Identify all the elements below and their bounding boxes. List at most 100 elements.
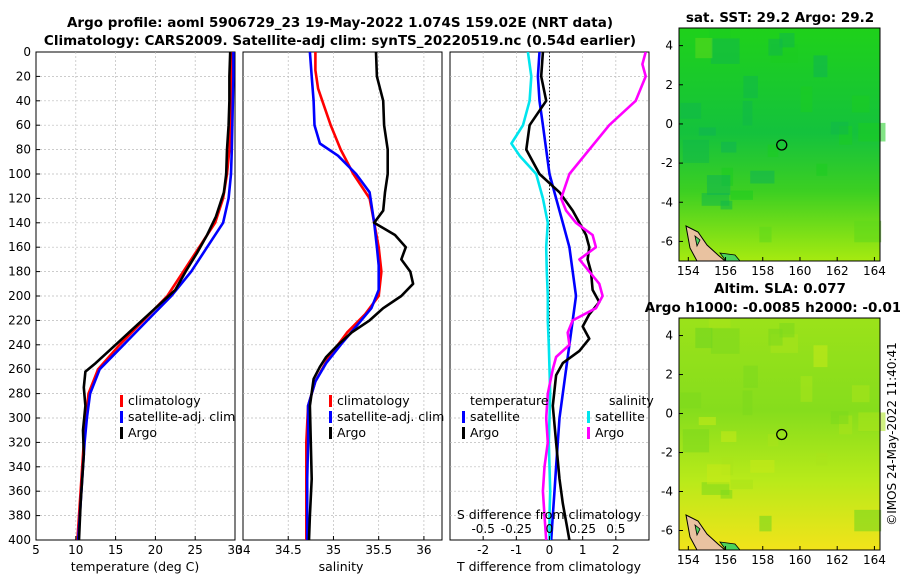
- sst-yticks: 4 2 0 -2 -4 -6: [661, 39, 683, 248]
- map-x-tick-label: 160: [789, 264, 812, 278]
- salinity-xlabel: salinity: [319, 559, 364, 574]
- texture-patch: [800, 86, 813, 113]
- s-tick-label: 0.5: [606, 522, 625, 536]
- legend-swatch-s-satellite: [587, 411, 590, 423]
- map-y-tick-label: -2: [661, 156, 673, 170]
- sst-map: sat. SST: 29.2 Argo: 29.2 154 156 158 160 16…: [661, 10, 886, 278]
- legend-swatch-satellite: [120, 411, 123, 423]
- legend-swatch-climatology: [120, 395, 123, 407]
- map-x-tick-label: 158: [751, 553, 774, 567]
- sla-patches: [680, 318, 886, 532]
- depth-tick-label: 20: [16, 69, 31, 83]
- texture-patch: [730, 190, 753, 200]
- s-tick-label: 0: [546, 522, 554, 536]
- depth-tick-label: 180: [8, 265, 31, 279]
- legend-swatch-climatology: [329, 395, 332, 407]
- s-difference-label: S difference from climatology: [457, 507, 642, 522]
- texture-patch: [710, 38, 740, 64]
- map-x-tick-label: 158: [751, 264, 774, 278]
- depth-tick-label: 200: [8, 289, 31, 303]
- legend-satellite: satellite-adj. clim: [128, 409, 235, 424]
- x-tick-label: 36: [416, 543, 431, 557]
- difference-xticks-top: -0.5 -0.25 0 0.25 0.5: [471, 522, 625, 536]
- texture-patch: [813, 55, 828, 78]
- s-tick-label: -0.25: [501, 522, 532, 536]
- temperature-series: [76, 52, 235, 540]
- texture-patch: [779, 33, 795, 48]
- texture-patch: [743, 365, 758, 388]
- texture-patch: [858, 412, 886, 432]
- depth-tick-label: 300: [8, 411, 31, 425]
- map-x-tick-label: 156: [714, 264, 737, 278]
- depth-tick-label: 120: [8, 191, 31, 205]
- series-t-argo: [524, 52, 601, 540]
- legend-argo: Argo: [128, 425, 157, 440]
- temperature-legend: climatology satellite-adj. clim Argo: [120, 393, 235, 440]
- x-tick-label: 2: [612, 543, 620, 557]
- depth-tick-label: 400: [8, 533, 31, 547]
- texture-patch: [720, 489, 733, 499]
- map-y-tick-label: 0: [665, 117, 673, 131]
- texture-patch: [706, 175, 731, 195]
- texture-patch: [779, 322, 795, 338]
- map-y-tick-label: 4: [665, 329, 673, 343]
- map-y-tick-label: -6: [661, 524, 673, 538]
- map-x-tick-label: 160: [789, 553, 812, 567]
- texture-patch: [708, 28, 731, 38]
- texture-patch: [750, 459, 775, 473]
- x-tick-label: 34.5: [275, 543, 302, 557]
- map-y-tick-label: 4: [665, 39, 673, 53]
- difference-grid: [450, 52, 649, 540]
- s-tick-label: 0.25: [569, 522, 596, 536]
- series-satellite-adj-clim: [305, 52, 381, 540]
- sst-map-frame: [678, 27, 881, 262]
- texture-patch: [706, 464, 731, 485]
- depth-tick-label: 60: [16, 118, 31, 132]
- land-island: [685, 225, 727, 262]
- header-line-1: Argo profile: aoml 5906729_23 19-May-202…: [67, 15, 613, 31]
- legend-s-satellite: satellite: [595, 409, 645, 424]
- depth-tick-label: 340: [8, 460, 31, 474]
- map-y-tick-label: -6: [661, 234, 673, 248]
- depth-tick-label: 140: [8, 216, 31, 230]
- texture-patch: [682, 139, 710, 163]
- depth-tick-label: 100: [8, 167, 31, 181]
- depth-tick-label: 220: [8, 313, 31, 327]
- map-y-tick-label: -4: [661, 485, 673, 499]
- texture-patch: [816, 453, 828, 466]
- texture-patch: [708, 318, 731, 328]
- temperature-panel: 5 10 15 20 25 30 0 20 40 60 80 100 120 140 160 180 200 2…: [8, 45, 243, 574]
- x-tick-label: -1: [510, 543, 522, 557]
- x-tick-label: 0: [546, 543, 554, 557]
- legend-swatch-argo: [120, 427, 123, 439]
- sla-map-frame: [678, 317, 881, 551]
- texture-patch: [721, 431, 737, 443]
- temperature-xlabel: temperature (deg C): [71, 559, 200, 574]
- salinity-xticks: 34 34.5 35 35.5 36: [235, 536, 432, 557]
- depth-tick-label: 360: [8, 484, 31, 498]
- temperature-grid: [36, 52, 235, 540]
- texture-patch: [813, 345, 828, 368]
- map-y-tick-label: 2: [665, 78, 673, 92]
- texture-patch: [851, 385, 870, 403]
- map-y-tick-label: -2: [661, 446, 673, 460]
- x-tick-label: 10: [68, 543, 83, 557]
- texture-patch: [721, 141, 737, 153]
- sla-yticks: 4 2 0 -2 -4 -6: [661, 329, 683, 538]
- texture-patch: [767, 434, 779, 447]
- legend-satellite: satellite-adj. clim: [337, 409, 444, 424]
- x-tick-label: -2: [477, 543, 489, 557]
- legend-argo: Argo: [337, 425, 366, 440]
- depth-tick-label: 280: [8, 387, 31, 401]
- map-y-tick-label: 2: [665, 368, 673, 382]
- legend-header-salinity: salinity: [609, 393, 654, 408]
- legend-swatch-argo: [329, 427, 332, 439]
- sst-xticks: 154 156 158 160 162 164: [677, 257, 886, 278]
- series-s-argo: [541, 52, 648, 540]
- difference-xticks: -2 -1 0 1 2: [477, 536, 620, 557]
- imos-credit: ©IMOS 24-May-2022 11:40:41: [885, 342, 899, 526]
- depth-tick-label: 40: [16, 94, 31, 108]
- argo-location-marker: [776, 139, 788, 151]
- x-tick-label: 30: [227, 543, 242, 557]
- map-x-tick-label: 154: [677, 264, 700, 278]
